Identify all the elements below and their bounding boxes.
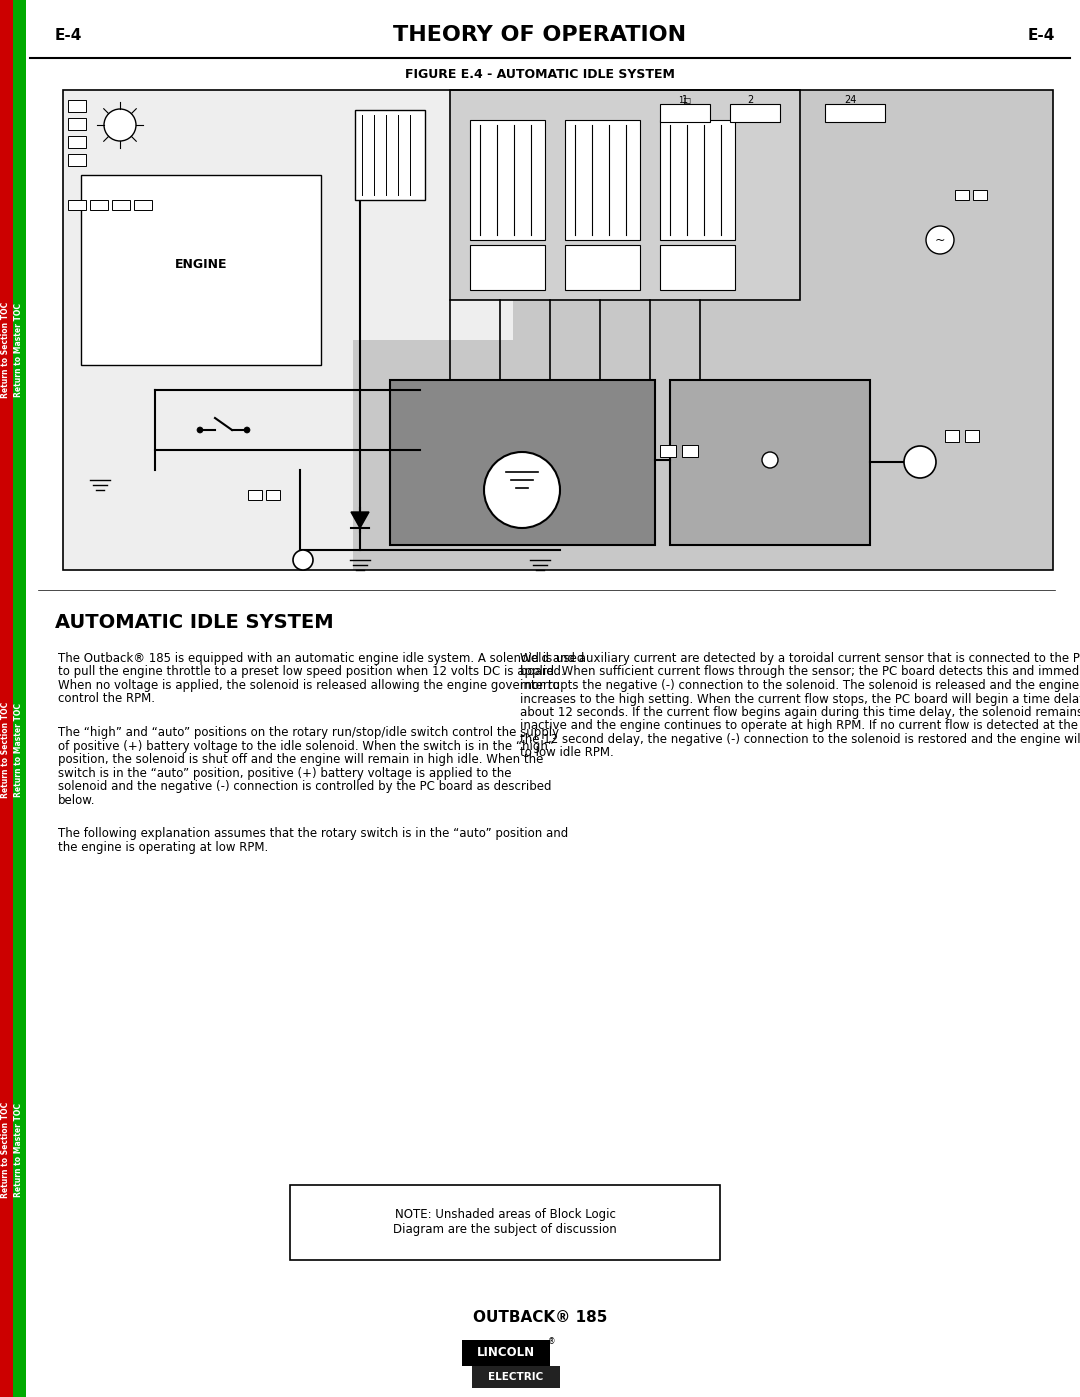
- Bar: [68, 200, 86, 210]
- Polygon shape: [351, 511, 369, 528]
- Bar: [63, 89, 1053, 570]
- Text: NOTE: Unshaded areas of Block Logic
Diagram are the subject of discussion: NOTE: Unshaded areas of Block Logic Diag…: [393, 1208, 617, 1236]
- Bar: [291, 1185, 720, 1260]
- Text: THEORY OF OPERATION: THEORY OF OPERATION: [393, 25, 687, 45]
- Bar: [670, 380, 870, 545]
- Text: solenoid and the negative (-) connection is controlled by the PC board as descri: solenoid and the negative (-) connection…: [58, 781, 552, 793]
- Bar: [565, 120, 640, 240]
- Bar: [112, 200, 130, 210]
- Text: below.: below.: [58, 793, 95, 806]
- Bar: [660, 244, 735, 291]
- Bar: [13, 0, 26, 1397]
- Text: The following explanation assumes that the rotary switch is in the “auto” positi: The following explanation assumes that t…: [58, 827, 568, 841]
- Text: OUTBACK® 185: OUTBACK® 185: [473, 1310, 607, 1326]
- Text: Return to Section TOC: Return to Section TOC: [1, 302, 11, 398]
- Bar: [90, 200, 108, 210]
- Text: the engine is operating at low RPM.: the engine is operating at low RPM.: [58, 841, 268, 854]
- Text: switch is in the “auto” position, positive (+) battery voltage is applied to the: switch is in the “auto” position, positi…: [58, 767, 512, 780]
- Bar: [81, 175, 321, 365]
- Circle shape: [762, 453, 778, 468]
- Text: AUTOMATIC IDLE SYSTEM: AUTOMATIC IDLE SYSTEM: [55, 612, 334, 631]
- Bar: [955, 190, 969, 200]
- Text: The Outback® 185 is equipped with an automatic engine idle system. A solenoid is: The Outback® 185 is equipped with an aut…: [58, 652, 584, 665]
- Bar: [0, 0, 13, 1397]
- Text: to pull the engine throttle to a preset low speed position when 12 volts DC is a: to pull the engine throttle to a preset …: [58, 665, 565, 679]
- Bar: [68, 136, 86, 148]
- Circle shape: [926, 226, 954, 254]
- Text: ELECTRIC: ELECTRIC: [488, 1372, 543, 1382]
- Text: control the RPM.: control the RPM.: [58, 693, 156, 705]
- Bar: [660, 103, 710, 122]
- Text: Return to Section TOC: Return to Section TOC: [1, 1102, 11, 1199]
- Circle shape: [197, 427, 203, 433]
- Text: Return to Master TOC: Return to Master TOC: [14, 303, 24, 397]
- Text: the 12 second delay, the negative (-) connection to the solenoid is restored and: the 12 second delay, the negative (-) co…: [519, 733, 1080, 746]
- Text: 2: 2: [747, 95, 753, 105]
- Text: ~: ~: [935, 233, 945, 246]
- Bar: [966, 430, 978, 441]
- Bar: [945, 430, 959, 441]
- Bar: [730, 103, 780, 122]
- Text: position, the solenoid is shut off and the engine will remain in high idle. When: position, the solenoid is shut off and t…: [58, 753, 543, 766]
- Text: 1: 1: [681, 95, 688, 105]
- Text: about 12 seconds. If the current flow begins again during this time delay, the s: about 12 seconds. If the current flow be…: [519, 705, 1080, 719]
- Text: E-4: E-4: [1028, 28, 1055, 42]
- Text: increases to the high setting. When the current flow stops, the PC board will be: increases to the high setting. When the …: [519, 693, 1080, 705]
- Circle shape: [104, 109, 136, 141]
- Bar: [470, 244, 545, 291]
- Text: interrupts the negative (-) connection to the solenoid. The solenoid is released: interrupts the negative (-) connection t…: [519, 679, 1080, 692]
- Bar: [565, 244, 640, 291]
- Text: Return to Section TOC: Return to Section TOC: [1, 701, 11, 798]
- Text: Weld and auxiliary current are detected by a toroidal current sensor that is con: Weld and auxiliary current are detected …: [519, 652, 1080, 665]
- Circle shape: [293, 550, 313, 570]
- Text: The “high” and “auto” positions on the rotary run/stop/idle switch control the s: The “high” and “auto” positions on the r…: [58, 726, 559, 739]
- Bar: [266, 490, 280, 500]
- Text: of positive (+) battery voltage to the idle solenoid. When the switch is in the : of positive (+) battery voltage to the i…: [58, 740, 554, 753]
- Text: inactive and the engine continues to operate at high RPM. If no current flow is : inactive and the engine continues to ope…: [519, 719, 1080, 732]
- Bar: [660, 120, 735, 240]
- Text: board. When sufficient current flows through the sensor; the PC board detects th: board. When sufficient current flows thr…: [519, 665, 1080, 679]
- Bar: [134, 200, 152, 210]
- Text: LINCOLN: LINCOLN: [477, 1347, 535, 1359]
- Text: ENGINE: ENGINE: [175, 258, 227, 271]
- Text: ®: ®: [549, 1337, 556, 1347]
- Bar: [63, 89, 353, 570]
- Text: When no voltage is applied, the solenoid is released allowing the engine governo: When no voltage is applied, the solenoid…: [58, 679, 559, 692]
- Text: 24: 24: [843, 95, 856, 105]
- Text: E-4: E-4: [55, 28, 82, 42]
- Bar: [825, 103, 885, 122]
- Circle shape: [904, 446, 936, 478]
- Bar: [973, 190, 987, 200]
- Circle shape: [244, 427, 249, 433]
- Bar: [248, 490, 262, 500]
- Text: 1□: 1□: [678, 95, 691, 105]
- Bar: [470, 120, 545, 240]
- Bar: [353, 89, 513, 339]
- Text: FIGURE E.4 - AUTOMATIC IDLE SYSTEM: FIGURE E.4 - AUTOMATIC IDLE SYSTEM: [405, 68, 675, 81]
- Bar: [660, 446, 676, 457]
- Bar: [68, 117, 86, 130]
- Bar: [450, 89, 800, 300]
- Bar: [68, 154, 86, 166]
- Text: Return to Master TOC: Return to Master TOC: [14, 1104, 24, 1197]
- Bar: [462, 1340, 550, 1366]
- Bar: [68, 101, 86, 112]
- Bar: [63, 89, 1053, 570]
- Bar: [681, 446, 698, 457]
- Bar: [390, 380, 654, 545]
- Text: to low idle RPM.: to low idle RPM.: [519, 746, 613, 760]
- Text: Return to Master TOC: Return to Master TOC: [14, 703, 24, 798]
- Bar: [355, 110, 426, 200]
- Circle shape: [484, 453, 561, 528]
- Bar: [472, 1366, 561, 1389]
